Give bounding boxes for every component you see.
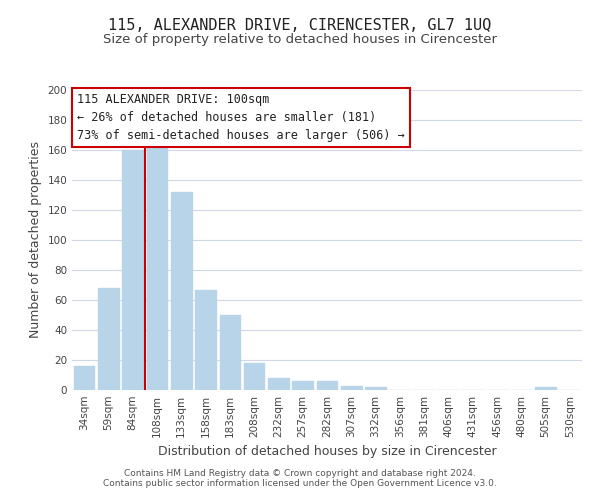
Bar [122,150,143,390]
Bar [292,381,313,390]
Bar [195,290,216,390]
Text: 115, ALEXANDER DRIVE, CIRENCESTER, GL7 1UQ: 115, ALEXANDER DRIVE, CIRENCESTER, GL7 1… [109,18,491,32]
Text: 115 ALEXANDER DRIVE: 100sqm
← 26% of detached houses are smaller (181)
73% of se: 115 ALEXANDER DRIVE: 100sqm ← 26% of det… [77,93,405,142]
Bar [244,363,265,390]
Y-axis label: Number of detached properties: Number of detached properties [29,142,42,338]
Bar [74,366,94,390]
Bar [220,315,240,390]
Bar [268,378,289,390]
Bar [365,387,386,390]
Text: Contains public sector information licensed under the Open Government Licence v3: Contains public sector information licen… [103,478,497,488]
Bar [98,288,119,390]
Bar [317,381,337,390]
Bar [341,386,362,390]
X-axis label: Distribution of detached houses by size in Cirencester: Distribution of detached houses by size … [158,446,496,458]
Bar [171,192,191,390]
Text: Contains HM Land Registry data © Crown copyright and database right 2024.: Contains HM Land Registry data © Crown c… [124,468,476,477]
Text: Size of property relative to detached houses in Cirencester: Size of property relative to detached ho… [103,32,497,46]
Bar [535,387,556,390]
Bar [146,146,167,390]
